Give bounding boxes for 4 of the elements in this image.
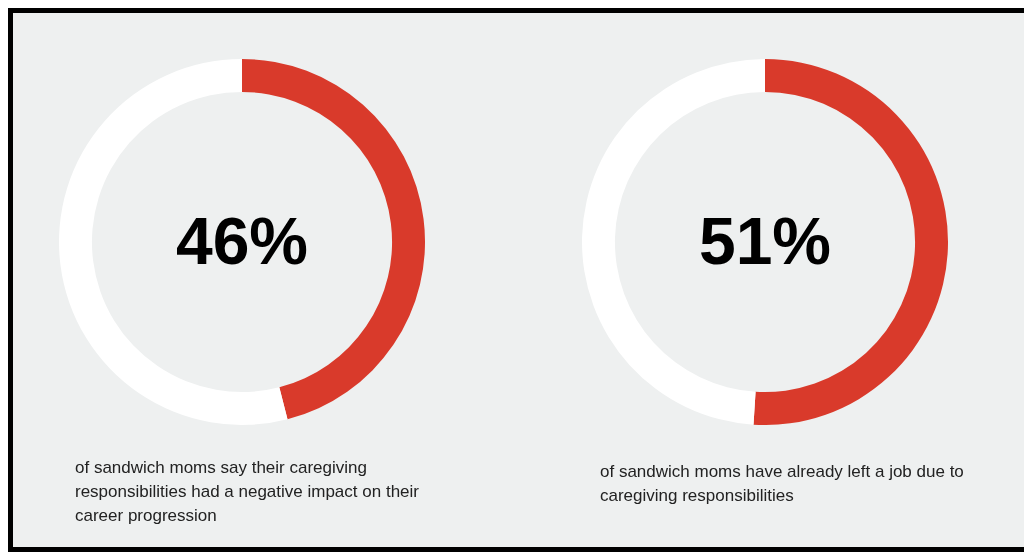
data-label: 46% [175,204,309,279]
text: of sandwich moms have already left a job due to caregiving responsibilities [600,461,965,507]
text: of sandwich moms say their caregiving responsibilities had a negative impact on their career progression [75,457,420,527]
data-label: 51% [698,204,832,279]
